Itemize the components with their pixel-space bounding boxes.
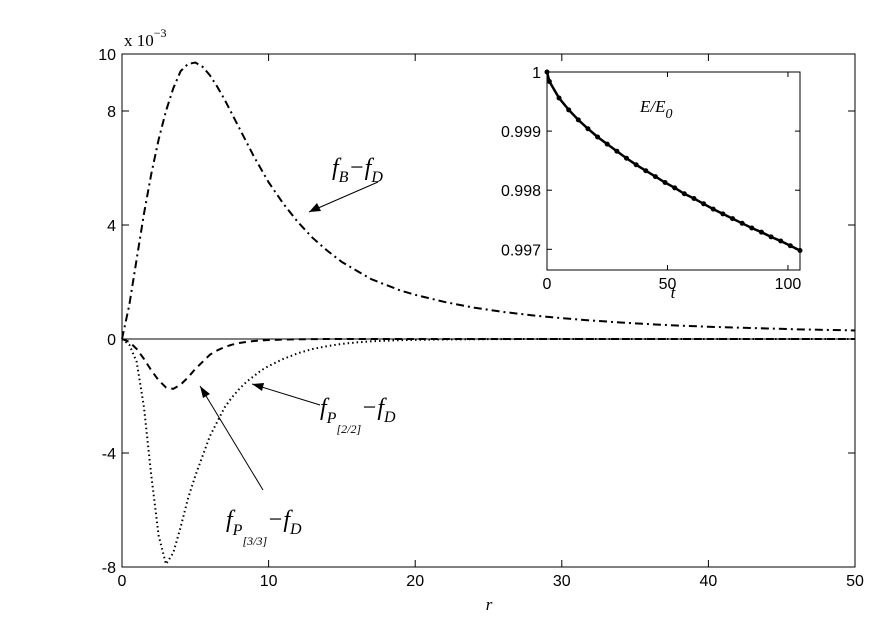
x-tick-label: 20 bbox=[406, 573, 424, 590]
x-tick-label: 40 bbox=[700, 573, 718, 590]
arrow bbox=[308, 181, 379, 213]
x-label: r bbox=[486, 595, 493, 614]
inset-point bbox=[614, 148, 620, 154]
inset-point bbox=[652, 174, 658, 180]
inset-point bbox=[624, 155, 630, 161]
inset-point bbox=[758, 229, 764, 235]
x-tick-label: 0 bbox=[543, 276, 552, 293]
inset-point bbox=[768, 234, 774, 240]
inset-point bbox=[701, 201, 707, 207]
main-axes-box bbox=[121, 53, 856, 568]
inset-point bbox=[672, 185, 678, 191]
y-tick-label: 8 bbox=[107, 104, 116, 121]
annotation: fP[2/2]−fD bbox=[320, 395, 396, 436]
y-tick-label: -4 bbox=[102, 446, 116, 463]
inset-point bbox=[544, 69, 550, 75]
y-tick-label: 1 bbox=[532, 65, 541, 82]
inset-point bbox=[691, 195, 697, 201]
y-tick-label: 0.998 bbox=[501, 183, 541, 200]
x-tick-label: 0 bbox=[118, 573, 127, 590]
inset-point bbox=[730, 216, 736, 222]
arrow-head bbox=[200, 386, 210, 398]
inset-point bbox=[643, 168, 649, 174]
arrow bbox=[251, 383, 321, 406]
annotation: fP[3/3]−fD bbox=[226, 507, 302, 548]
inset-point bbox=[595, 134, 601, 140]
y-tick-label: 4 bbox=[107, 218, 116, 235]
inset-line bbox=[545, 71, 801, 252]
arrow-head bbox=[252, 383, 264, 391]
x-tick-label: 100 bbox=[775, 276, 802, 293]
inset-axes-box bbox=[546, 71, 801, 271]
series-line bbox=[121, 338, 855, 390]
y-tick-label: 0 bbox=[107, 332, 116, 349]
inset-point bbox=[604, 141, 610, 147]
arrow-head bbox=[309, 203, 321, 212]
x-tick-label: 30 bbox=[553, 573, 571, 590]
inset-point bbox=[662, 180, 668, 186]
inset-point bbox=[556, 95, 562, 101]
inset-point bbox=[787, 243, 793, 249]
inset-point bbox=[710, 206, 716, 212]
x-tick-label: 50 bbox=[846, 573, 864, 590]
inset-point bbox=[566, 107, 572, 113]
arrow bbox=[199, 385, 264, 491]
inset-point bbox=[720, 211, 726, 217]
inset-x-label: t bbox=[671, 283, 677, 302]
x-tick-label: 50 bbox=[659, 276, 677, 293]
inset-point bbox=[778, 238, 784, 244]
inset-point bbox=[585, 126, 591, 132]
y-tick-label: 0.997 bbox=[501, 242, 541, 259]
series-line bbox=[121, 61, 856, 340]
inset-point bbox=[546, 78, 552, 84]
x-tick-label: 10 bbox=[260, 573, 278, 590]
inset-point bbox=[749, 225, 755, 231]
y-tick-label: 0.999 bbox=[501, 124, 541, 141]
y-exponent: x 10−3 bbox=[124, 26, 167, 50]
y-tick-label: 10 bbox=[98, 47, 116, 64]
inset-point bbox=[575, 117, 581, 123]
inset-point bbox=[633, 162, 639, 168]
annotation: fB−fD bbox=[332, 155, 383, 186]
inset-title: E/E0 bbox=[639, 97, 673, 122]
inset-point bbox=[681, 191, 687, 197]
inset-point bbox=[739, 220, 745, 226]
inset-point bbox=[797, 247, 803, 253]
y-tick-label: -8 bbox=[102, 560, 116, 577]
